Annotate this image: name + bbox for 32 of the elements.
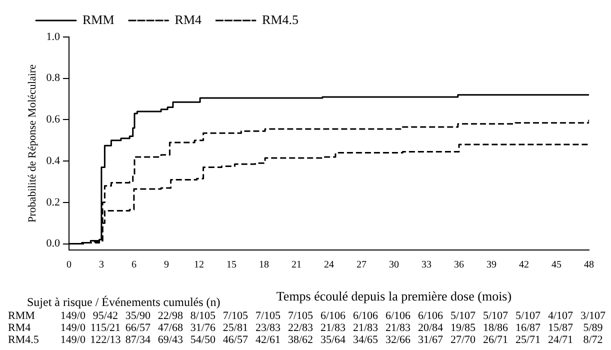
text: RMM 149/0 95/42 35/90 22/98 8/105 7/105 7/105 7/105 6/106 6/106 6/106 6/106 5/107 5/107 5/107 4/107 3/107 [8, 310, 606, 322]
x-axis-title: Temps écoulé depuis la première dose (mois) [276, 288, 512, 304]
text: RM4.5 149/0 122/13 87/34 69/43 54/50 46/57 42/61 38/62 35/64 34/65 32/66 31/67 27/70 26/71 25/71 24/71 8/72 [8, 334, 603, 346]
x-tick-label: 18 [258, 260, 269, 271]
x-tick-label: 30 [388, 260, 399, 271]
x-tick-label: 12 [194, 260, 204, 271]
x-tick-label: 39 [486, 260, 496, 271]
legend-label: RM4.5 [262, 12, 299, 27]
y-tick-label: 0.4 [46, 154, 60, 167]
x-tick-label: 48 [584, 260, 594, 271]
x-tick-label: 36 [454, 260, 464, 271]
text: RM4 149/0 115/21 66/57 47/68 31/76 25/81 23/83 22/83 21/83 21/83 21/83 20/84 19/85 18/86 16/87 15/87 5/89 [8, 322, 603, 334]
y-tick-label: 0.0 [46, 238, 60, 250]
text: Sujet à risque / Événements cumulés (n) [27, 295, 220, 310]
y-tick-label: 1.0 [46, 30, 60, 43]
x-tick-label: 45 [551, 260, 562, 271]
x-tick-label: 6 [131, 260, 136, 271]
x-tick-label: 9 [164, 260, 169, 271]
y-tick-label: 0.8 [46, 72, 60, 84]
x-tick-label: 3 [98, 260, 104, 271]
x-tick-label: 33 [421, 260, 432, 271]
y-tick-label: 0.2 [46, 196, 60, 208]
legend-label: RMM [82, 12, 115, 27]
x-tick-label: 24 [324, 260, 334, 271]
x-tick-label: 15 [226, 260, 236, 271]
x-tick-label: 21 [291, 260, 302, 271]
x-tick-label: 0 [66, 260, 72, 271]
x-tick-label: 27 [356, 260, 366, 271]
x-tick-label: 42 [518, 260, 529, 271]
legend-label: RM4 [174, 12, 202, 27]
y-tick-label: 0.6 [46, 114, 60, 126]
y-axis-title: Probabilité de Réponse Moléculaire [26, 64, 38, 222]
